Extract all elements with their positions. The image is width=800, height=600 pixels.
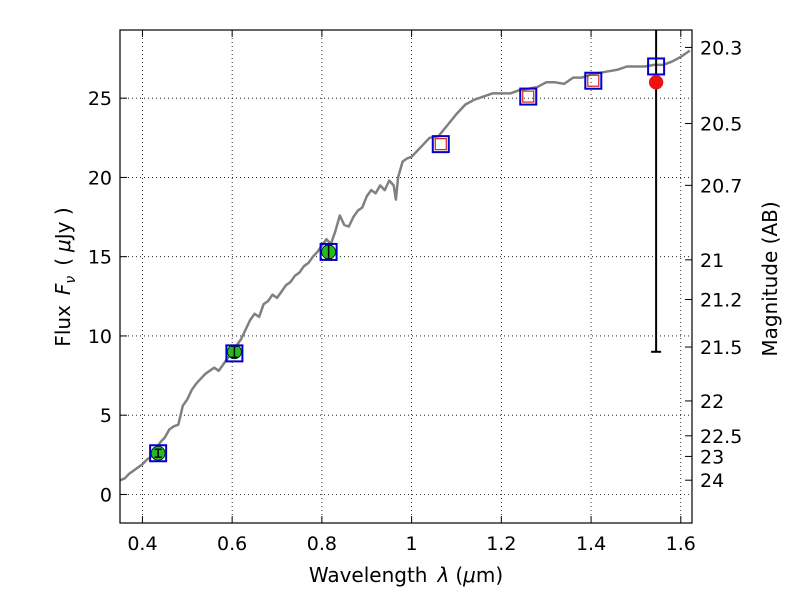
y-axis-ticks: 0 5 10 15 20 25 [88,88,127,506]
y2-tick-label: 24 [700,470,724,492]
y2-tick-label: 22.5 [700,426,742,448]
grid [120,30,692,523]
x-tick-label: 1.2 [486,533,516,555]
x-tick-label: 1.6 [666,533,696,555]
y2-tick-label: 21.2 [700,289,742,311]
red-point-layer [648,75,664,90]
model-flux-markers [149,57,666,463]
y2-tick-label: 20.3 [700,37,742,59]
y2-tick-label: 20.7 [700,175,742,197]
y2-tick-label: 21 [700,250,724,272]
model-flux-marker [431,135,450,154]
model-flux-marker [647,57,666,76]
upper-limit-marker [587,74,600,87]
y2-tick-label: 21.5 [700,337,742,359]
x-tick-label: 1.4 [576,533,606,555]
red-point-marker [648,75,664,90]
x-tick-label: 0.4 [127,533,157,555]
model-flux-marker [225,344,244,363]
y-tick-label: 10 [88,326,112,348]
plot-frame [119,29,693,524]
plot-background [120,30,692,523]
x-tick-label: 1 [406,533,418,555]
y-tick-label: 25 [88,88,112,110]
upper-limit-marker [522,90,535,103]
y2-tick-label: 23 [700,446,724,468]
x-axis-ticks: 0.4 0.6 0.8 1 1.2 1.4 1.6 [127,30,696,555]
y2-tick-label: 20.5 [700,114,742,136]
x-tick-label: 0.8 [307,533,337,555]
x-axis-title: Wavelength λ (μm) [309,563,503,587]
y-tick-label: 5 [100,405,112,427]
y2-axis-title: Magnitude (AB) [758,201,782,356]
y2-tick-label: 22 [700,391,724,413]
model-flux-marker [584,71,603,90]
model-flux-marker [519,87,538,106]
upper-limit-markers [434,74,600,151]
y-axis-title: FluxFν(μJy ) [51,207,79,346]
model-flux-marker [149,444,168,463]
model-spectrum-line [120,49,691,482]
y-tick-label: 0 [100,484,112,506]
plot-area [120,30,691,482]
upper-limit-marker [434,138,447,151]
y-tick-label: 15 [88,247,112,269]
y-tick-label: 20 [88,167,112,189]
model-flux-marker [319,242,338,261]
x-tick-label: 0.6 [217,533,247,555]
